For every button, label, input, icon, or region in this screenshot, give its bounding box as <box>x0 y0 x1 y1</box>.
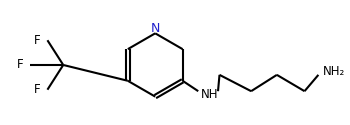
Text: N: N <box>150 22 160 35</box>
Text: F: F <box>34 83 41 96</box>
Text: NH: NH <box>201 88 219 101</box>
Text: F: F <box>16 58 23 71</box>
Text: NH₂: NH₂ <box>323 65 345 78</box>
Text: F: F <box>34 34 41 47</box>
